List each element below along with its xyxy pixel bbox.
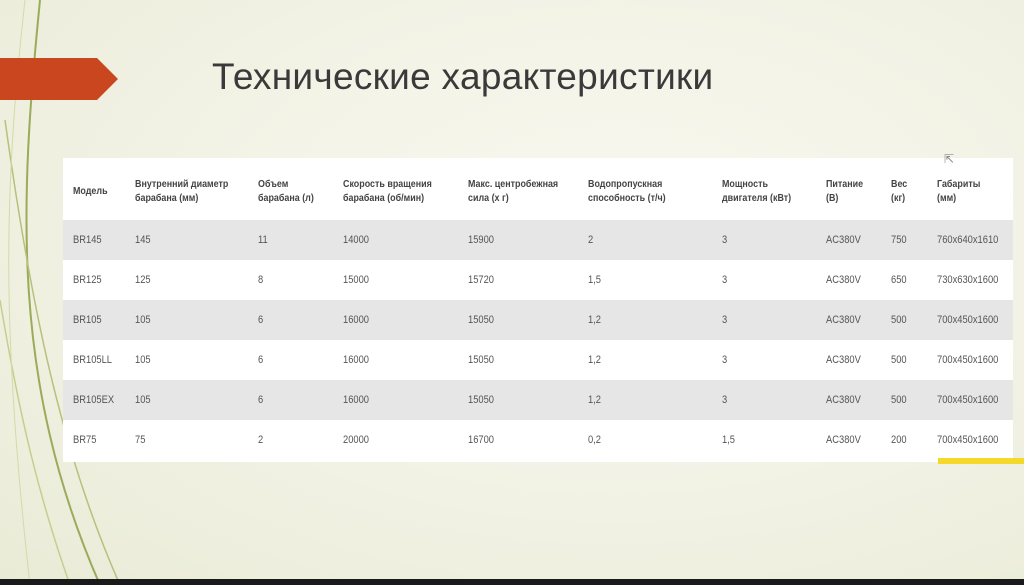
column-header: Габариты (мм)	[937, 178, 981, 204]
table-cell: BR105EX	[73, 394, 115, 406]
table-cell: 16000	[343, 354, 370, 366]
table-cell: 1,2	[588, 394, 602, 406]
table-cell: 105	[135, 354, 151, 366]
table-cell: 1,2	[588, 314, 602, 326]
table-cell: 16000	[343, 394, 370, 406]
table-cell: AC380V	[826, 354, 861, 366]
table-cell: 2	[588, 234, 594, 246]
table-cell: 6	[258, 354, 264, 366]
table-cell: 16700	[468, 434, 495, 446]
table-cell: BR125	[73, 274, 102, 286]
table-cell: 3	[722, 274, 728, 286]
table-cell: BR145	[73, 234, 102, 246]
table-row: BR105LL 105 6 16000 15050 1,2 3 AC380V 500 700x45…	[63, 340, 1013, 380]
table-cell: 700x450x1600	[937, 314, 999, 326]
table-cell: 700x450x1600	[937, 394, 999, 406]
table-cell: 1,5	[722, 434, 736, 446]
yellow-accent-bar	[938, 458, 1024, 464]
column-header: Питание (В)	[826, 178, 864, 204]
table-row: BR145 145 11 14000 15900 2 3 AC380V 750 760x640x1…	[63, 220, 1013, 260]
column-header: Скорость вращения барабана (об/мин)	[343, 178, 432, 204]
table-cell: 6	[258, 314, 264, 326]
column-header: Внутренний диаметр барабана (мм)	[135, 178, 229, 204]
table-cell: 15000	[343, 274, 370, 286]
table-cell: BR105	[73, 314, 102, 326]
table-cell: 200	[891, 434, 907, 446]
title-arrow-accent	[0, 58, 118, 100]
table-cell: 700x450x1600	[937, 434, 999, 446]
table-cell: AC380V	[826, 314, 861, 326]
table-header: Модель Внутренний диаметр барабана (мм) Об…	[63, 158, 1013, 220]
table-cell: 125	[135, 274, 151, 286]
table-row: BR105 105 6 16000 15050 1,2 3 AC380V 500 700x450x…	[63, 300, 1013, 340]
table-cell: 16000	[343, 314, 370, 326]
table-cell: 15050	[468, 314, 495, 326]
table-cell: 105	[135, 394, 151, 406]
column-header: Макс. центробежная сила (х г)	[468, 178, 559, 204]
column-header: Объем барабана (л)	[258, 178, 314, 204]
table-cell: 760x640x1610	[937, 234, 999, 246]
table-cell: 3	[722, 394, 728, 406]
column-header: Мощность двигателя (кВт)	[722, 178, 792, 204]
table-cell: 15050	[468, 394, 495, 406]
table-cell: 750	[891, 234, 907, 246]
slide-title: Технические характеристики	[212, 56, 714, 97]
table-cell: 145	[135, 234, 151, 246]
table-cell: 105	[135, 314, 151, 326]
table-cell: 0,2	[588, 434, 602, 446]
table-cell: AC380V	[826, 434, 861, 446]
table-cell: 20000	[343, 434, 370, 446]
table-cell: 11	[258, 234, 268, 246]
table-cell: 730x630x1600	[937, 274, 999, 286]
table-cell: 15720	[468, 274, 495, 286]
table-cell: BR105LL	[73, 354, 112, 366]
table-cell: 650	[891, 274, 907, 286]
table-cell: 8	[258, 274, 264, 286]
column-header: Водопропускная способность (т/ч)	[588, 178, 666, 204]
table-cell: 2	[258, 434, 264, 446]
column-header: Вес (кг)	[891, 178, 908, 204]
table-cell: 15050	[468, 354, 495, 366]
table-cell: 500	[891, 394, 907, 406]
table-cell: 500	[891, 354, 907, 366]
table-cell: 1,5	[588, 274, 602, 286]
table-cell: 3	[722, 234, 728, 246]
table-cell: 14000	[343, 234, 370, 246]
mouse-cursor-icon: ⇱	[944, 152, 955, 166]
table-cell: 6	[258, 394, 264, 406]
table-row: BR75 75 2 20000 16700 0,2 1,5 AC380V 200 700x450x…	[63, 420, 1013, 460]
table-cell: 15900	[468, 234, 495, 246]
table-cell: 700x450x1600	[937, 354, 999, 366]
table-cell: AC380V	[826, 274, 861, 286]
table-cell: 3	[722, 354, 728, 366]
table-cell: AC380V	[826, 234, 861, 246]
column-header: Модель	[73, 185, 108, 197]
table-row: BR125 125 8 15000 15720 1,5 3 AC380V 650 730x630x…	[63, 260, 1013, 300]
table-cell: 500	[891, 314, 907, 326]
bottom-bar	[0, 579, 1024, 585]
specs-table: Модель Внутренний диаметр барабана (мм) Об…	[63, 158, 1013, 462]
table-cell: AC380V	[826, 394, 861, 406]
table-cell: 3	[722, 314, 728, 326]
table-cell: 1,2	[588, 354, 602, 366]
table-cell: 75	[135, 434, 146, 446]
table-row: BR105EX 105 6 16000 15050 1,2 3 AC380V 500 700x45…	[63, 380, 1013, 420]
table-cell: BR75	[73, 434, 97, 446]
